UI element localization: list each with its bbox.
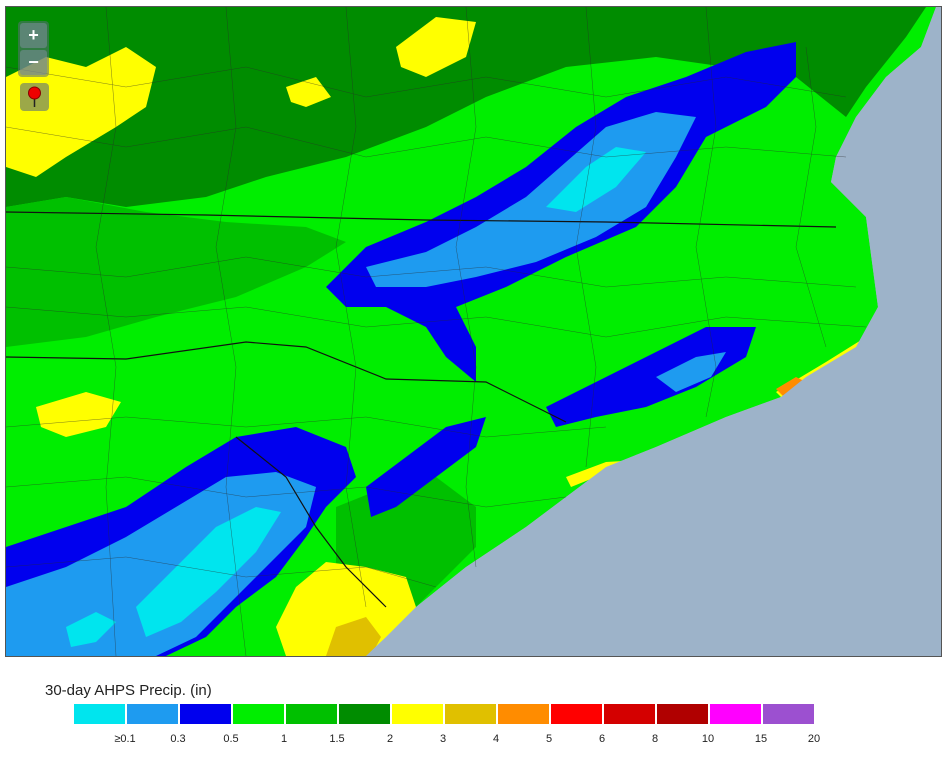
legend-swatch: [604, 704, 655, 724]
legend-swatch: [763, 704, 814, 724]
legend-color-bar: [74, 704, 816, 724]
yellow-region-sc: [36, 392, 121, 437]
legend-tick-label: 6: [598, 733, 606, 745]
zoom-in-button[interactable]: +: [20, 23, 47, 48]
mid-green-region: [6, 197, 346, 347]
zoom-control: + −: [18, 21, 49, 77]
legend-tick-label: 0.5: [223, 733, 239, 745]
blue-band-e: [546, 327, 756, 427]
legend-tick-label: 5: [545, 733, 553, 745]
precipitation-map[interactable]: + −: [5, 6, 942, 657]
legend-swatch: [286, 704, 337, 724]
zoom-out-button[interactable]: −: [20, 50, 47, 75]
legend-swatch: [551, 704, 602, 724]
legend-tick-labels: ≥0.1 0.3 0.5 1 1.5 2 3 4 5 6 8 10 15 20: [74, 733, 820, 749]
legend-tick-label: 0.3: [170, 733, 186, 745]
legend-tick-label: 20: [807, 733, 821, 745]
sc-ga-border: [235, 436, 387, 608]
legend-swatch: [233, 704, 284, 724]
legend-swatch: [392, 704, 443, 724]
va-nc-border: [6, 211, 837, 228]
yellow-region-se: [276, 562, 416, 656]
legend-tick-label: 1: [280, 733, 288, 745]
legend-tick-label: 2: [386, 733, 394, 745]
legend-tick-label: 10: [701, 733, 715, 745]
legend-tick-label: 8: [651, 733, 659, 745]
legend-swatch: [498, 704, 549, 724]
legend-tick-label: 15: [754, 733, 768, 745]
cyan-core-ne: [546, 147, 646, 212]
cyan-core-sw: [136, 507, 281, 637]
legend-swatch: [339, 704, 390, 724]
ocean: [366, 7, 941, 656]
yellow-region-n2: [286, 77, 331, 107]
legend-swatch: [710, 704, 761, 724]
legend-swatch: [180, 704, 231, 724]
legend-swatch: [657, 704, 708, 724]
yellow-region-n: [396, 17, 476, 77]
legend-tick-label: 3: [439, 733, 447, 745]
legend-tick-label: 1.5: [329, 733, 345, 745]
cyan-core-sw-2: [66, 612, 116, 647]
legend-tick-label: 4: [492, 733, 500, 745]
legend-tick-label: ≥0.1: [114, 733, 136, 745]
legend-title: 30-day AHPS Precip. (in): [45, 682, 212, 699]
map-canvas: [6, 7, 941, 656]
med-blue-band-e: [656, 352, 726, 392]
yellow-region-nw: [6, 47, 156, 177]
state-borders: [6, 211, 837, 608]
nc-sc-border: [6, 341, 567, 423]
map-pin-icon: [28, 86, 41, 107]
legend-swatch: [127, 704, 178, 724]
county-lines: [6, 7, 867, 656]
orange-coast: [776, 377, 806, 399]
location-pin-button[interactable]: [20, 83, 49, 111]
legend-swatch: [445, 704, 496, 724]
legend-swatch: [74, 704, 125, 724]
gold-region-se: [326, 617, 381, 656]
dark-green-region: [6, 7, 926, 207]
